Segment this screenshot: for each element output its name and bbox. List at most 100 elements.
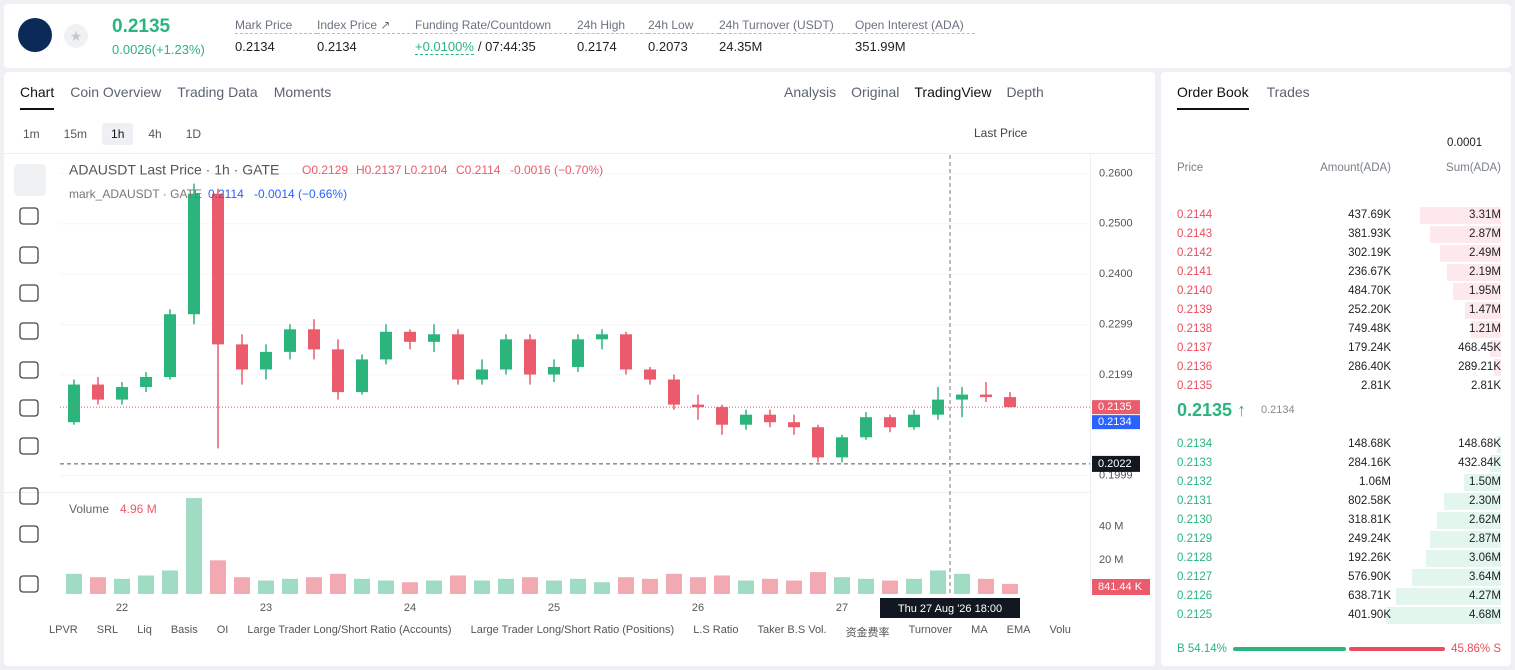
view-tab[interactable]: TradingView — [914, 84, 992, 100]
interval[interactable]: 15m — [63, 127, 88, 141]
candle-body — [356, 359, 368, 393]
indicator[interactable]: Basis — [170, 624, 198, 636]
interval[interactable]: 4h — [148, 127, 162, 141]
v-tick-label: 40 M — [1099, 521, 1123, 533]
view-tab[interactable]: Depth — [1006, 84, 1044, 100]
mark-badge: 0.2134 — [1098, 416, 1132, 428]
value: +0.0100% — [415, 39, 474, 55]
ob-sum: 2.87M — [1469, 533, 1501, 545]
stat-value: 0.2174 — [577, 39, 648, 54]
volume-bar — [114, 578, 130, 594]
coin-icon — [18, 18, 52, 52]
chart-tab[interactable]: Moments — [273, 84, 332, 100]
ob-tabs: Order Book Trades — [1177, 84, 1310, 110]
indicator[interactable]: Turnover — [908, 624, 953, 636]
candle-body — [620, 334, 632, 370]
ob-price: 0.2135 — [1177, 380, 1213, 392]
price-type[interactable]: Last Price — [974, 126, 1028, 140]
candle-body — [836, 437, 848, 458]
candle-body — [788, 422, 800, 428]
indicator[interactable]: Large Trader Long/Short Ratio (Positions… — [470, 624, 675, 636]
interval[interactable]: 1h — [102, 123, 134, 145]
volume-bar — [498, 578, 514, 594]
indicator[interactable]: SRL — [96, 624, 119, 636]
ob-price: 0.2140 — [1177, 285, 1213, 297]
divider — [4, 492, 1090, 493]
ob-amount: 249.24K — [1348, 533, 1391, 545]
view-tab[interactable]: Original — [851, 84, 900, 100]
indicator[interactable]: Large Trader Long/Short Ratio (Accounts) — [247, 624, 452, 636]
ob-amount: 1.06M — [1359, 476, 1391, 488]
ob-tab[interactable]: Trades — [1266, 84, 1310, 100]
stat-label: Funding Rate/Countdown — [415, 18, 577, 34]
indicator[interactable]: MA — [971, 624, 988, 636]
candle-body — [908, 414, 920, 428]
stat: Mark Price 0.2134 — [235, 18, 317, 54]
col-amount: Amount(ADA) — [1320, 162, 1391, 174]
ob-sum: 289.21K — [1458, 361, 1501, 373]
ob-price: 0.2125 — [1177, 609, 1213, 621]
depth-bar — [1386, 607, 1501, 624]
candle-body — [812, 427, 824, 458]
tool-icon — [19, 575, 39, 593]
interval[interactable]: 1D — [185, 127, 202, 141]
x-tick-label: 22 — [116, 602, 128, 614]
volume-bar — [210, 560, 226, 594]
stat-value: 0.2134 — [317, 39, 415, 54]
volume-bar — [618, 577, 634, 594]
precision[interactable]: 0.0001 — [1447, 137, 1483, 149]
volume-bar — [258, 580, 274, 594]
value: 351.99M — [855, 39, 906, 54]
ob-sum: 3.31M — [1469, 209, 1501, 221]
candle-body — [404, 331, 416, 342]
ob-price: 0.2141 — [1177, 266, 1213, 278]
volume-bar — [738, 580, 754, 594]
vol-badge: 841.44 K — [1098, 581, 1143, 593]
interval[interactable]: 1m — [23, 127, 40, 141]
ob-amount: 802.58K — [1348, 495, 1391, 507]
order-book: Order Book Trades 0.0001 Price Amount(ADA… — [1161, 72, 1511, 666]
candle-body — [596, 334, 608, 340]
legend-mark-chg: -0.0014 (−0.66%) — [254, 187, 347, 201]
volume-bar — [90, 577, 106, 594]
ob-sum: 4.27M — [1469, 590, 1501, 602]
legend-text: C0.2114 — [456, 163, 501, 177]
last-price-badge: 0.2135 — [1098, 401, 1132, 413]
stat: Funding Rate/Countdown +0.0100%/ 07:44:35 — [415, 18, 577, 55]
indicator[interactable]: L.S Ratio — [693, 624, 739, 636]
view-tab[interactable]: Analysis — [784, 84, 837, 100]
tool-active[interactable] — [14, 164, 46, 196]
candle-body — [956, 394, 968, 400]
volume-bar — [306, 577, 322, 594]
candle-body — [428, 334, 440, 342]
favorite[interactable]: ★ — [64, 24, 88, 48]
ob-tab[interactable]: Order Book — [1177, 84, 1249, 110]
volume-value: 4.96 M — [120, 502, 157, 516]
stat: Open Interest (ADA) 351.99M — [855, 18, 975, 54]
indicator[interactable]: LPVR — [49, 624, 78, 636]
ob-amount: 252.20K — [1348, 304, 1391, 316]
volume-bar — [930, 570, 946, 594]
chart-tab[interactable]: Chart — [20, 84, 55, 110]
indicator[interactable]: Taker B.S Vol. — [757, 624, 827, 636]
indicator[interactable]: EMA — [1006, 624, 1031, 636]
ob-price: 0.2139 — [1177, 304, 1213, 316]
indicator[interactable]: 资金费率 — [845, 627, 890, 639]
ob-amount: 437.69K — [1348, 209, 1391, 221]
candle-body — [524, 339, 536, 375]
candle-body — [140, 377, 152, 388]
candle-body — [380, 331, 392, 360]
chart-tab[interactable]: Coin Overview — [70, 84, 162, 100]
ob-sum: 148.68K — [1458, 438, 1501, 450]
indicator[interactable]: Liq — [137, 624, 152, 636]
indicator[interactable]: OI — [216, 624, 229, 636]
time-badge: Thu 27 Aug '26 18:00 — [898, 603, 1002, 615]
indicator[interactable]: Volu — [1049, 624, 1071, 636]
volume-bar — [354, 578, 370, 594]
buy-ratio: B 54.14% — [1177, 643, 1227, 655]
depth-bar — [1425, 550, 1501, 567]
stat: 24h Turnover (USDT) 24.35M — [719, 18, 855, 54]
ob-sum: 2.81K — [1470, 380, 1501, 392]
chart-tab[interactable]: Trading Data — [177, 84, 258, 100]
